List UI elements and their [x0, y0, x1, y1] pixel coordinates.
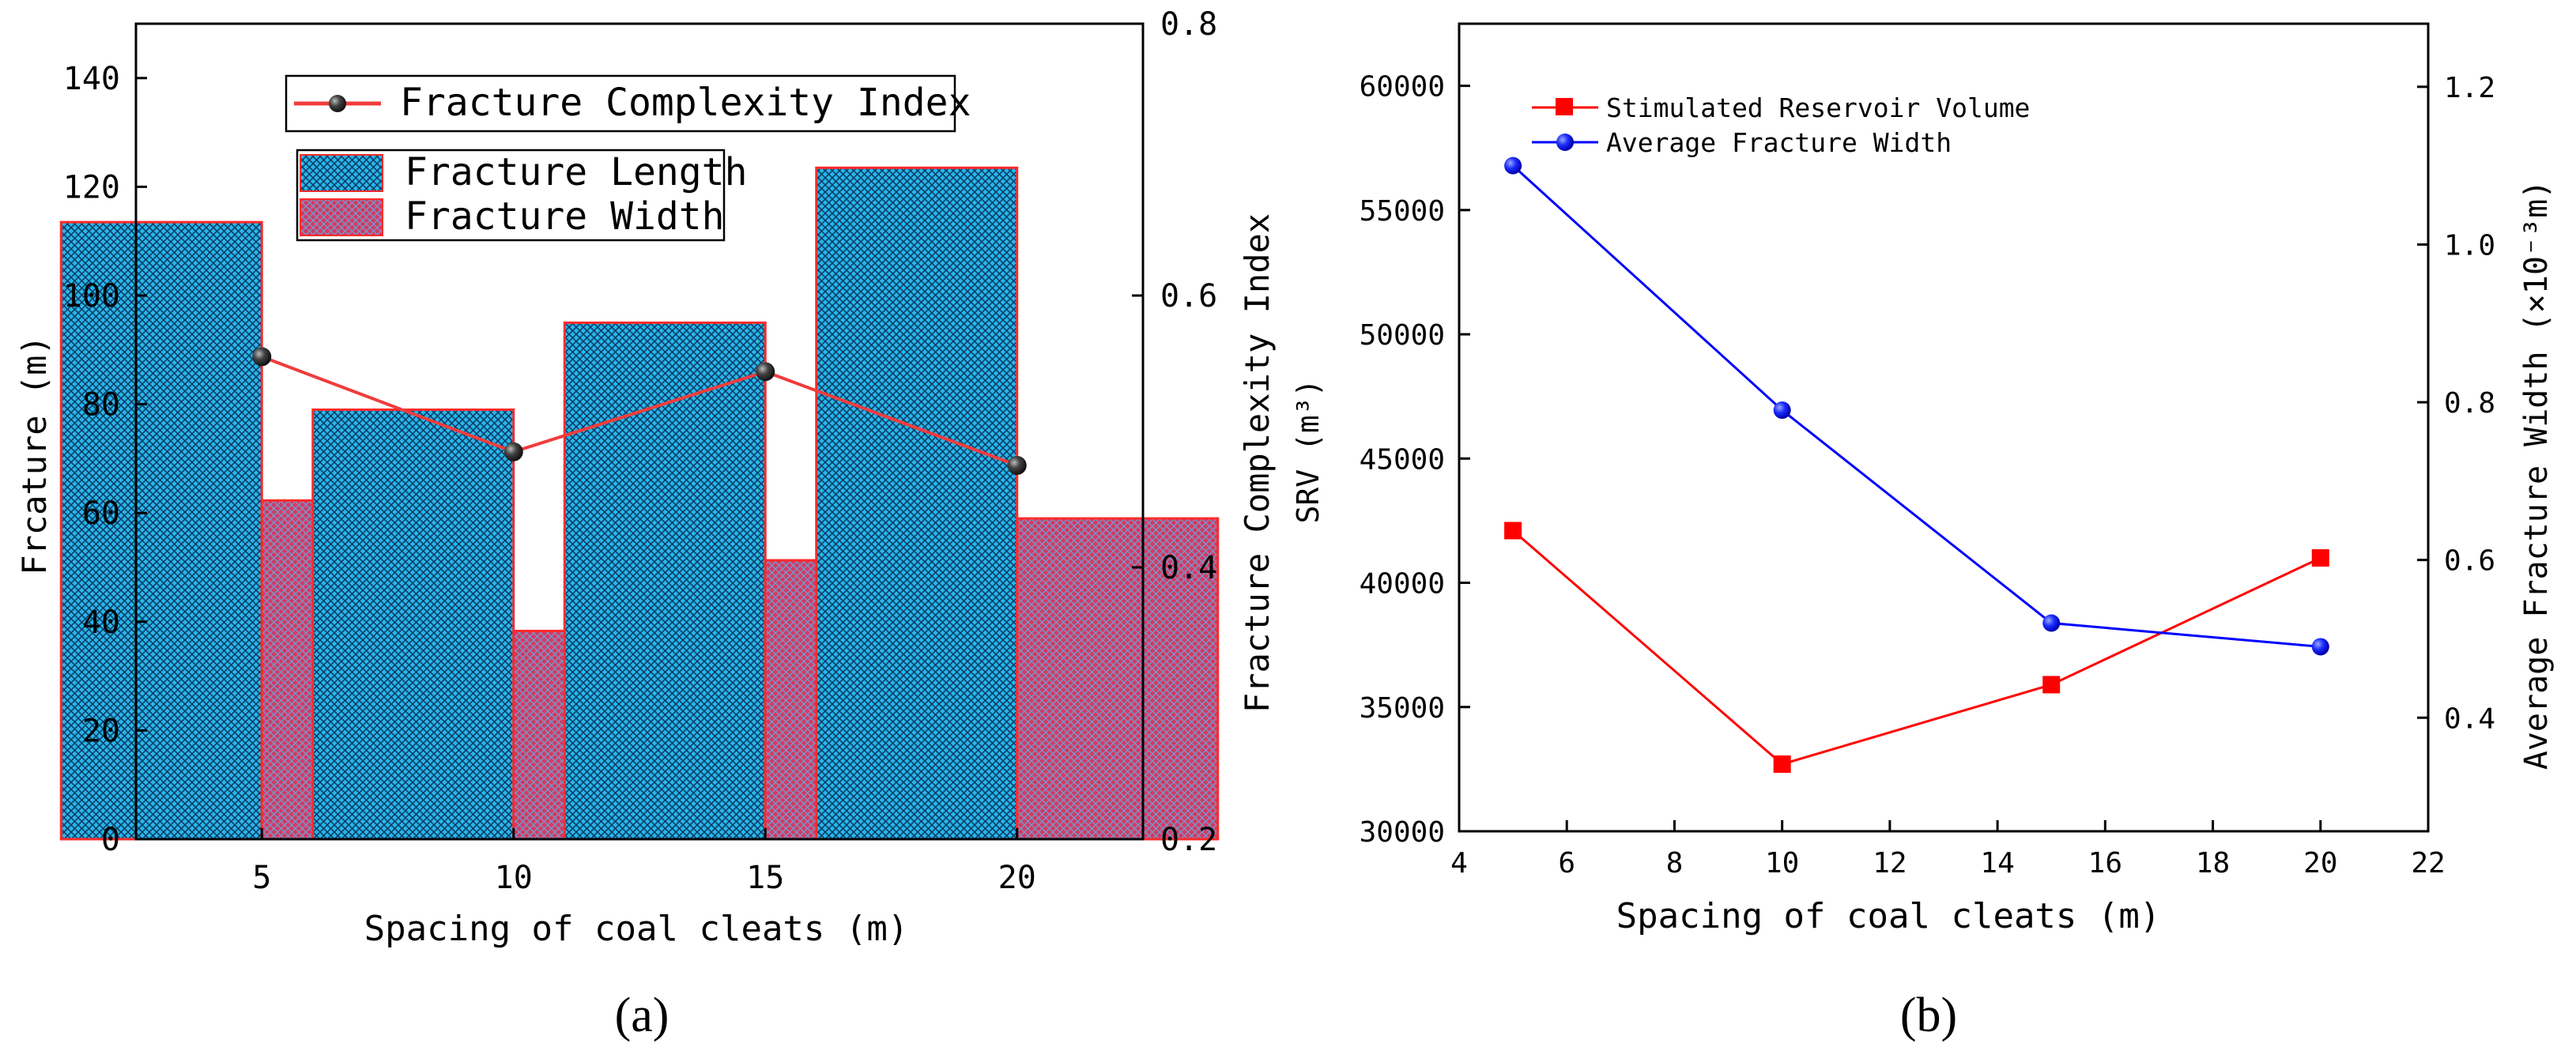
- panel-b-y2-tick-label: 1.2: [2444, 72, 2495, 104]
- panel-b-label: (b): [1900, 989, 1957, 1042]
- legend-marker-srv: [1556, 98, 1573, 115]
- panel-b-y2-tick-label: 0.8: [2444, 387, 2495, 420]
- panel-b-y-tick-label: 45000: [1360, 443, 1445, 476]
- panel-a-y-tick-label: 120: [63, 169, 120, 205]
- panel-a-x-tick-label: 5: [252, 860, 271, 896]
- panel-a-plot-frame: [134, 22, 1145, 841]
- panel-a-x-axis-label: Spacing of coal cleats (m): [364, 909, 909, 949]
- point-fracture-complexity-index: [504, 442, 523, 461]
- panel-b-x-tick-label: 4: [1450, 847, 1468, 879]
- point-fracture-complexity-index: [756, 362, 775, 382]
- bar-fracture-length: [311, 408, 515, 841]
- panel-b-y2-tick-label: 0.6: [2444, 545, 2495, 578]
- panel-a-label: (a): [615, 989, 669, 1042]
- panel-a-y2-tick-label: 0.2: [1160, 822, 1217, 858]
- panel-b-y-tick-label: 30000: [1360, 816, 1445, 849]
- panel-b-x-tick-label: 14: [1980, 847, 2014, 879]
- panel-a-y2-tick-label: 0.4: [1160, 550, 1217, 586]
- legend-box-index: [285, 74, 956, 133]
- panel-a-y2-tick-label: 0.8: [1160, 6, 1217, 43]
- point-stimulated-reservoir-volume: [1773, 755, 1791, 774]
- panel-a-y-axis-label: Frcature (m): [15, 335, 54, 574]
- panel-b-x-tick-label: 6: [1558, 847, 1575, 879]
- line-fracture-complexity-index: [261, 355, 1018, 467]
- panel-b-y2-tick-label: 1.0: [2444, 229, 2495, 262]
- legend-marker-index: [329, 95, 346, 112]
- panel-a-y-tick-label: 80: [82, 387, 120, 424]
- line-average-fracture-width: [1512, 164, 2321, 648]
- bar-fracture-length: [59, 220, 263, 841]
- panel-a-y2-axis-label: Fracture Complexity Index: [1238, 213, 1277, 713]
- point-fracture-complexity-index: [1007, 456, 1027, 475]
- panel-a-y-tick-label: 40: [82, 604, 120, 641]
- legend-label-length: Fracture Length: [405, 150, 747, 194]
- panel-b-x-tick-label: 22: [2411, 847, 2445, 879]
- legend-label-index: Fracture Complexity Index: [400, 81, 971, 125]
- panel-b-y-tick-label: 55000: [1360, 195, 1445, 228]
- panel-b-x-tick-label: 12: [1873, 847, 1907, 879]
- legend-label-srv: Stimulated Reservoir Volume: [1606, 92, 2030, 123]
- panel-a-legend: Fracture Complexity Index Fracture Lengt…: [285, 74, 971, 242]
- panel-b-x-tick-label: 20: [2303, 847, 2337, 879]
- panel-a-y-tick-label: 60: [82, 495, 120, 532]
- panel-a-x-tick-label: 15: [746, 860, 784, 896]
- legend-marker-afw: [1556, 134, 1574, 151]
- panel-b-x-tick-label: 8: [1666, 847, 1684, 879]
- panel-b-x-tick-label: 10: [1765, 847, 1799, 879]
- panel-a-y-tick-label: 140: [63, 61, 120, 97]
- legend-swatch-width: [300, 198, 383, 236]
- bar-fracture-width: [1016, 517, 1220, 841]
- point-stimulated-reservoir-volume: [2042, 676, 2061, 694]
- point-stimulated-reservoir-volume: [1504, 522, 1522, 540]
- point-average-fracture-width: [2311, 638, 2329, 656]
- panel-b-y-tick-label: 35000: [1360, 692, 1445, 725]
- panel-a-y-tick-label: 20: [82, 713, 120, 749]
- point-average-fracture-width: [1773, 401, 1791, 420]
- panel-b-y-tick-label: 40000: [1360, 568, 1445, 601]
- panel-b-y-tick-label: 60000: [1360, 71, 1445, 104]
- legend-swatch-length: [300, 154, 383, 192]
- panel-b-plot-frame: [1458, 22, 2430, 833]
- panel-a-y-tick-label: 0: [101, 822, 120, 858]
- panel-a-y2-tick-label: 0.6: [1160, 278, 1217, 314]
- point-average-fracture-width: [2042, 614, 2061, 632]
- panel-b-x-tick-label: 18: [2196, 847, 2230, 879]
- panel-a-x-tick-label: 10: [495, 860, 533, 896]
- panel-a-y-tick-label: 100: [63, 278, 120, 314]
- panel-b-chart: 30000 35000 40000 45000 50000 55000 60000 0.4 0…: [1291, 22, 2555, 1042]
- panel-a-x-tick-label: 20: [998, 860, 1036, 896]
- point-stimulated-reservoir-volume: [2311, 549, 2329, 567]
- legend-label-width: Fracture Width: [405, 194, 725, 239]
- legend-label-afw: Average Fracture Width: [1606, 127, 1952, 158]
- point-average-fracture-width: [1504, 156, 1522, 175]
- line-stimulated-reservoir-volume: [1512, 529, 2321, 766]
- panel-b-y2-tick-label: 0.4: [2444, 702, 2495, 735]
- panel-b-x-tick-label: 16: [2088, 847, 2122, 879]
- panel-b-legend: Stimulated Reservoir Volume Average Frac…: [1532, 92, 2030, 158]
- panel-b-y-tick-label: 50000: [1360, 319, 1445, 352]
- panel-b-y-axis-label: SRV (m³): [1291, 378, 1326, 523]
- panel-b-y2-axis-label: Average Fracture Width (×10⁻³m): [2518, 180, 2555, 770]
- bar-fracture-length: [563, 321, 767, 841]
- bar-fracture-length: [815, 166, 1019, 841]
- panel-b-x-axis-label: Spacing of coal cleats (m): [1616, 896, 2161, 936]
- point-fracture-complexity-index: [252, 347, 272, 367]
